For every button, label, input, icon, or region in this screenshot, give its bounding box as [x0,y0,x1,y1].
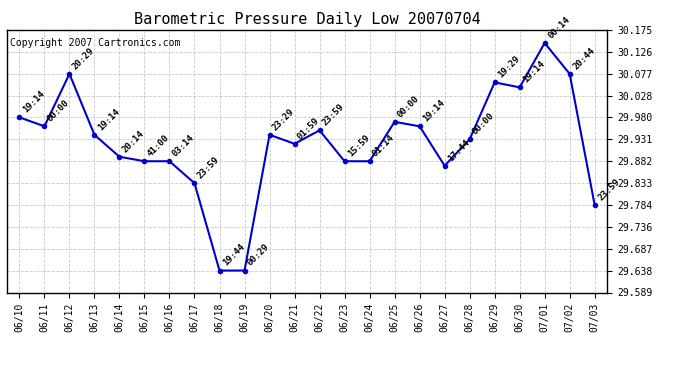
Text: 19:14: 19:14 [96,106,121,132]
Text: 17:44: 17:44 [446,138,471,163]
Text: 01:59: 01:59 [296,116,322,141]
Text: 23:59: 23:59 [321,102,346,128]
Text: 00:00: 00:00 [396,94,422,119]
Text: 19:14: 19:14 [421,98,446,123]
Text: 19:14: 19:14 [521,59,546,84]
Text: 20:29: 20:29 [71,46,96,71]
Text: 23:59: 23:59 [196,155,221,180]
Text: 15:59: 15:59 [346,133,371,159]
Text: 03:14: 03:14 [171,133,196,159]
Text: 41:00: 41:00 [146,133,171,159]
Text: 01:14: 01:14 [371,133,396,159]
Text: 00:00: 00:00 [471,111,496,136]
Text: 20:44: 20:44 [571,46,596,71]
Text: 19:14: 19:14 [21,89,46,115]
Text: 23:29: 23:29 [271,106,296,132]
Text: 20:14: 20:14 [121,129,146,154]
Text: 23:59: 23:59 [596,177,622,203]
Text: 00:00: 00:00 [46,98,71,123]
Text: 19:29: 19:29 [496,54,522,80]
Text: 19:44: 19:44 [221,242,246,268]
Text: 00:29: 00:29 [246,242,271,268]
Text: 00:14: 00:14 [546,15,571,40]
Title: Barometric Pressure Daily Low 20070704: Barometric Pressure Daily Low 20070704 [134,12,480,27]
Text: Copyright 2007 Cartronics.com: Copyright 2007 Cartronics.com [10,38,180,48]
